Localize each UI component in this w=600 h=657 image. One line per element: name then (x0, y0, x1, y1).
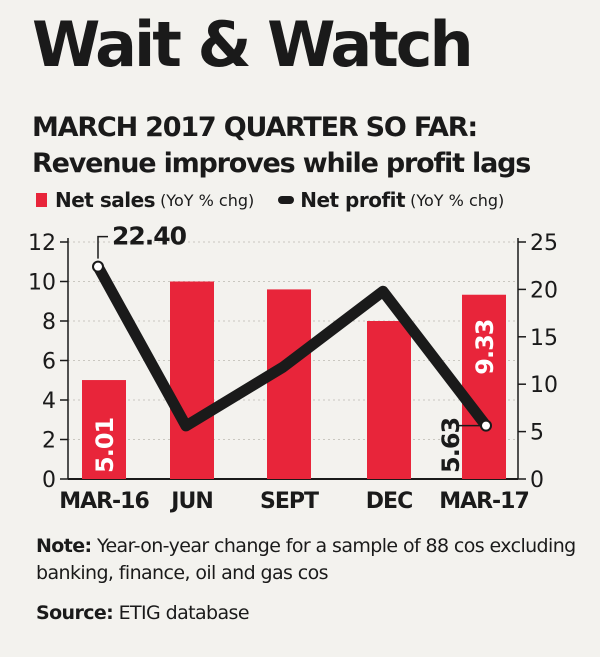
net-profit-point (480, 419, 492, 432)
source: Source: ETIG database (36, 600, 250, 627)
category-label: SEPT (260, 489, 319, 514)
chart-title: Wait & Watch (32, 8, 474, 81)
left-tick-label: 12 (28, 231, 56, 256)
right-tick-label: 10 (530, 373, 558, 398)
note: Note: Year-on-year change for a sample o… (36, 533, 576, 587)
category-label: MAR-16 (59, 489, 149, 514)
sales-data-label: 5.01 (91, 417, 119, 473)
category-label: DEC (366, 489, 412, 514)
profit-data-label: 5.63 (437, 418, 465, 473)
right-tick-label: 20 (530, 278, 558, 303)
subtitle-line-1: MARCH 2017 QUARTER SO FAR: (32, 112, 478, 143)
label-leader-line (97, 235, 108, 259)
right-tick-label: 0 (530, 468, 544, 493)
category-label: MAR-17 (439, 489, 529, 514)
combo-chart: 0 2 4 6 8 10 12 0 5 10 15 20 25 MAR-16 JUN SEPT DEC MAR-1… (28, 222, 558, 514)
legend-sales-name: Net sales (55, 188, 156, 212)
left-tick-label: 4 (42, 389, 56, 414)
subtitle-line-2: Revenue improves while profit lags (32, 148, 531, 179)
bar-mar-17 (462, 294, 506, 479)
source-label: Source: (36, 602, 114, 624)
left-tick-label: 8 (42, 310, 56, 335)
category-label: JUN (169, 489, 212, 514)
legend-bar-swatch (36, 193, 47, 207)
bar-mar-16 (82, 380, 126, 479)
right-tick-label: 25 (530, 231, 558, 256)
bar-dec (367, 321, 411, 479)
bar-jun (170, 281, 214, 479)
sales-data-label: 9.33 (471, 320, 499, 375)
left-tick-label: 2 (42, 429, 56, 454)
left-tick-label: 6 (42, 350, 56, 375)
legend: Net sales (YoY % chg) Net profit (YoY % … (36, 188, 504, 212)
right-tick-label: 15 (530, 326, 558, 351)
legend-sales-unit: (YoY % chg) (160, 190, 255, 210)
legend-profit-name: Net profit (300, 188, 406, 212)
legend-line-swatch (278, 196, 295, 204)
right-tick-label: 5 (530, 421, 544, 446)
profit-data-label: 22.40 (112, 222, 187, 251)
left-tick-label: 0 (42, 468, 56, 493)
note-text: Year-on-year change for a sample of 88 c… (36, 535, 576, 584)
legend-profit-unit: (YoY % chg) (410, 190, 505, 210)
left-tick-label: 10 (28, 271, 56, 296)
net-profit-point (92, 260, 104, 273)
chart-subtitle: MARCH 2017 QUARTER SO FAR: Revenue impro… (32, 110, 531, 182)
bar-sept (267, 289, 311, 479)
net-profit-line (92, 261, 492, 432)
note-label: Note: (36, 535, 92, 557)
source-text: ETIG database (118, 602, 250, 624)
